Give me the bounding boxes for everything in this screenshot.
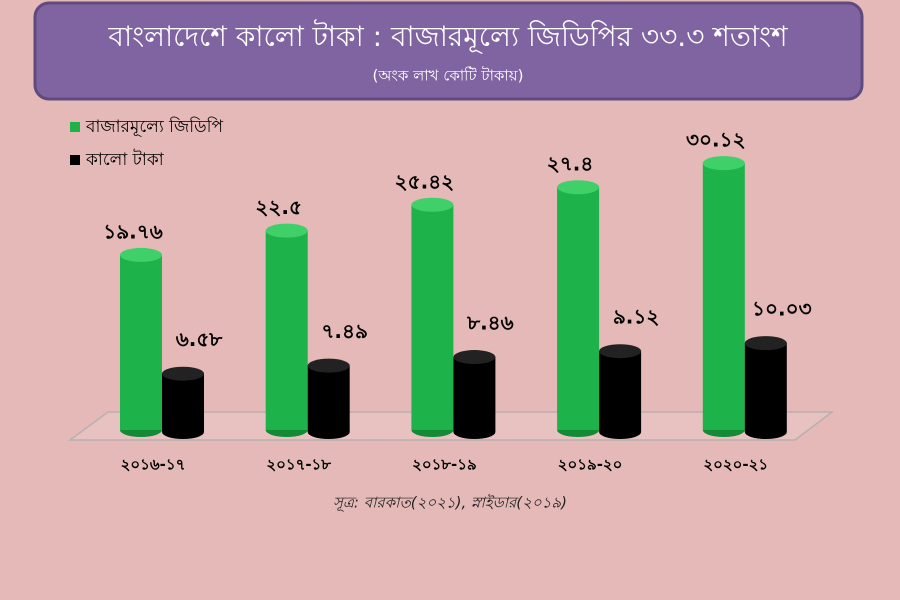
bar-top <box>162 366 204 381</box>
value-label: ৯.১২ <box>613 305 660 329</box>
bar <box>120 247 162 437</box>
bar <box>702 156 745 437</box>
bar-top <box>307 358 350 373</box>
bar <box>453 350 496 439</box>
x-tick-label: ২০২০-২১ <box>703 456 768 474</box>
bar-top <box>599 344 642 359</box>
bar-body <box>411 204 454 430</box>
bar-body <box>744 343 787 432</box>
legend-label: বাজারমূল্যে জিডিপি <box>85 116 223 137</box>
title-box <box>33 1 864 101</box>
bar-top <box>744 336 787 351</box>
bar <box>599 344 642 439</box>
x-tick-label: ২০১৯-২০ <box>558 456 623 474</box>
bar-top <box>265 223 308 238</box>
bar <box>307 358 350 439</box>
value-label: ১০.০৩ <box>752 297 812 321</box>
value-label: ৭.৪৯ <box>321 319 368 343</box>
value-label: ২৭.৪ <box>547 152 594 176</box>
x-tick-label: ২০১৬-১৭ <box>121 456 186 474</box>
bar-top <box>120 247 162 262</box>
legend-label: কালো টাকা <box>85 149 165 170</box>
bar <box>162 366 204 439</box>
value-label: ২২.৫ <box>255 195 302 219</box>
x-tick-label: ২০১৮-১৯ <box>412 456 477 474</box>
bar-body <box>307 365 350 432</box>
value-label: ২৫.৪২ <box>395 169 455 193</box>
bar-top <box>557 180 600 195</box>
chart-title: বাংলাদেশে কালো টাকা : বাজারমূল্যে জিডিপি… <box>107 19 788 54</box>
source: সূত্র: বারকাত(২০২১), স্নাইডার(২০১৯) <box>333 494 567 513</box>
bar <box>744 336 787 439</box>
bar-top <box>702 156 745 171</box>
value-label: ৮.৪৬ <box>466 311 514 335</box>
value-label: ৩০.১২ <box>686 128 746 152</box>
legend-swatch <box>70 155 80 165</box>
chart-subtitle: (অংক লাখ কোটি টাকায়) <box>373 67 524 85</box>
bar-body <box>453 357 496 432</box>
value-label: ১৯.৭৬ <box>103 219 163 243</box>
bar-body <box>162 373 204 432</box>
value-label: ৬.৫৮ <box>176 327 224 351</box>
bar-body <box>599 351 642 432</box>
bar-body <box>120 254 162 430</box>
bar <box>557 180 600 437</box>
bar <box>411 197 454 437</box>
bar-body <box>265 230 308 430</box>
bar <box>265 223 308 437</box>
x-tick-label: ২০১৭-১৮ <box>266 456 331 474</box>
legend-swatch <box>70 122 80 132</box>
bar-top <box>453 350 496 365</box>
bar-top <box>411 197 454 212</box>
bar-body <box>702 163 745 431</box>
bar-body <box>557 187 600 430</box>
